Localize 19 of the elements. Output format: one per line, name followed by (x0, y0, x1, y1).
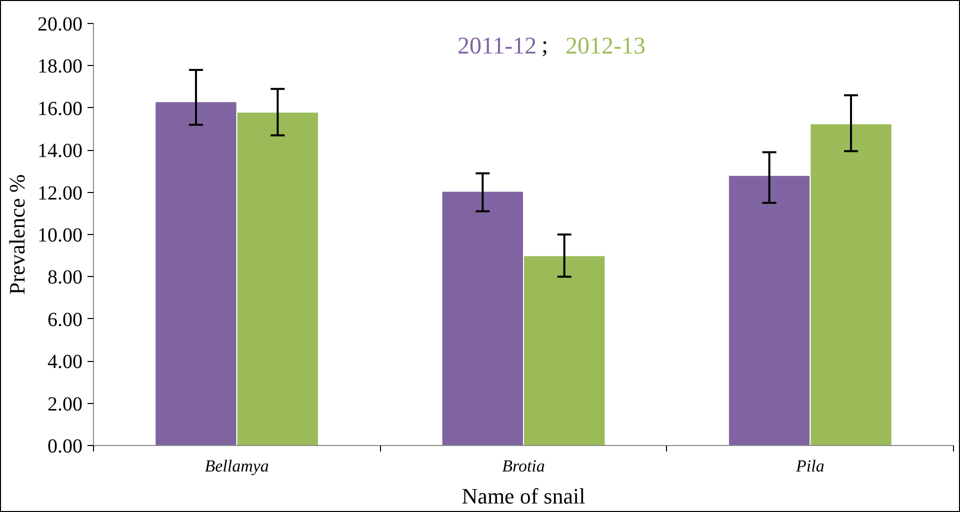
x-tick-label: Bellamya (204, 456, 269, 476)
y-tick-label: 16.00 (38, 98, 82, 120)
y-tick-label: 14.00 (38, 140, 82, 162)
y-tick-label: 2.00 (48, 393, 82, 416)
x-axis-title: Name of snail (462, 484, 586, 508)
y-tick-label: 8.00 (48, 266, 82, 289)
y-tick-label: 10.00 (38, 224, 82, 246)
y-axis-title: Prevalence % (4, 174, 30, 295)
text: 2012-13 (566, 34, 646, 60)
x-tick-label: Pila (795, 456, 824, 476)
y-tick-label: 6.00 (48, 308, 82, 331)
text: 2011-12 (458, 34, 537, 60)
x-tick-label: Brotia (502, 456, 545, 476)
y-tick-label: 4.00 (48, 351, 82, 374)
y-tick-label: 18.00 (38, 56, 82, 78)
annotation: ; (542, 32, 548, 58)
y-tick-label: 20.00 (38, 14, 82, 36)
y-tick-label: 12.00 (38, 182, 82, 204)
y-tick-label: 0.00 (48, 436, 82, 458)
